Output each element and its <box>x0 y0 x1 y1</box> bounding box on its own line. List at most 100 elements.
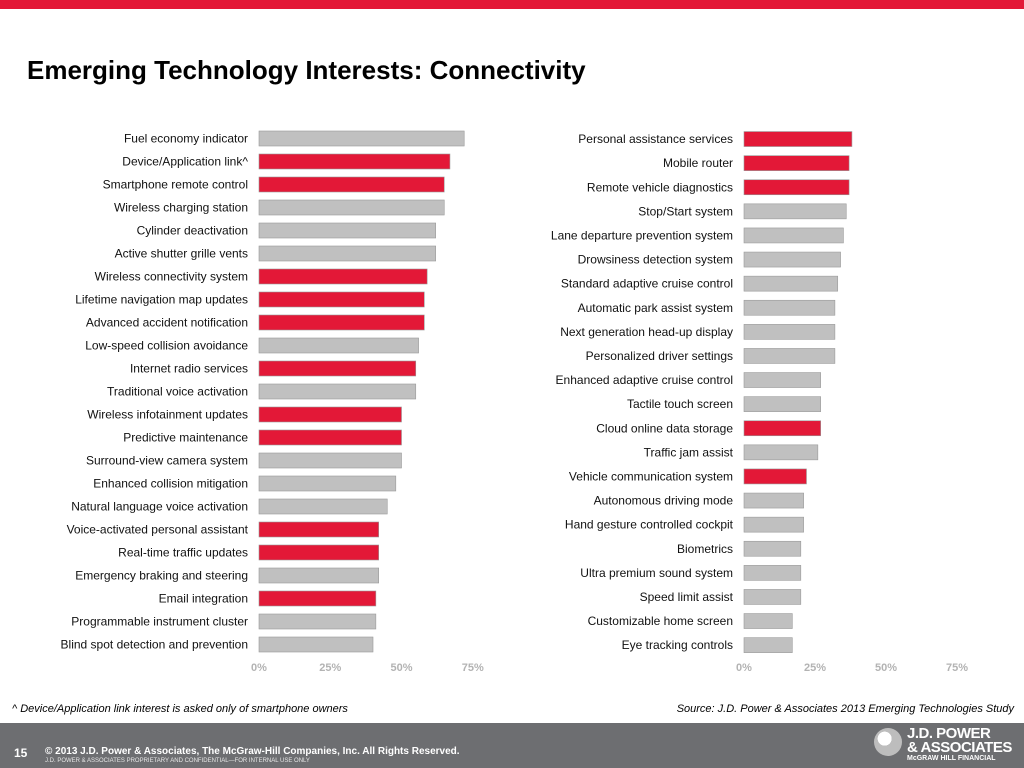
bar <box>258 452 402 469</box>
bar <box>743 589 802 605</box>
category-label: Customizable home screen <box>588 614 733 628</box>
category-label: Tactile touch screen <box>627 397 733 411</box>
category-label: Personal assistance services <box>578 132 733 146</box>
category-label: Traditional voice activation <box>107 385 248 399</box>
category-label: Email integration <box>159 592 248 606</box>
top-accent-bar <box>0 0 1024 9</box>
bar <box>258 636 374 653</box>
bar <box>743 637 793 653</box>
category-label: Standard adaptive cruise control <box>561 277 733 291</box>
bar <box>743 492 804 509</box>
logo-subtitle: McGRAW HILL FINANCIAL <box>907 755 996 762</box>
category-label: Speed limit assist <box>640 590 734 604</box>
bar <box>258 268 428 285</box>
bar <box>743 396 821 412</box>
category-label: Remote vehicle diagnostics <box>587 180 733 194</box>
bar <box>258 153 451 170</box>
category-label: Hand gesture controlled cockpit <box>565 518 734 532</box>
bar <box>743 372 821 388</box>
category-label: Enhanced adaptive cruise control <box>556 373 733 387</box>
bar <box>258 498 388 515</box>
category-label: Internet radio services <box>130 362 248 376</box>
bar <box>743 516 804 533</box>
bar <box>258 222 436 239</box>
category-label: Predictive maintenance <box>123 431 248 445</box>
category-label: Mobile router <box>663 156 733 170</box>
bar <box>743 275 839 292</box>
footnote: ^ Device/Application link interest is as… <box>12 703 348 715</box>
bar <box>258 590 377 607</box>
bar <box>258 199 445 216</box>
bar <box>258 245 436 262</box>
bar-chart-1: Fuel economy indicator Device/Application… <box>61 130 484 674</box>
category-label: Personalized driver settings <box>586 349 733 363</box>
bar <box>743 613 793 629</box>
bar <box>258 567 379 584</box>
category-label: Smartphone remote control <box>103 178 248 192</box>
page-number: 15 <box>14 746 28 760</box>
category-label: Cylinder deactivation <box>137 224 248 238</box>
bar <box>743 155 850 171</box>
category-label: Drowsiness detection system <box>578 253 733 267</box>
bar <box>258 544 379 561</box>
tick-label: 50% <box>390 662 412 674</box>
bar <box>258 429 402 446</box>
page-title: Emerging Technology Interests: Connectiv… <box>27 55 586 85</box>
tick-label: 25% <box>804 662 826 674</box>
tick-label: 75% <box>946 662 968 674</box>
category-label: Programmable instrument cluster <box>71 615 248 629</box>
category-label: Stop/Start system <box>638 204 733 218</box>
bar <box>258 521 379 538</box>
category-label: Lane departure prevention system <box>551 228 733 242</box>
bar <box>743 444 819 461</box>
bar <box>258 337 419 354</box>
category-label: Wireless charging station <box>114 201 248 215</box>
bar <box>743 179 850 196</box>
category-label: Fuel economy indicator <box>124 132 248 146</box>
bar <box>743 324 836 340</box>
category-label: Ultra premium sound system <box>580 566 733 580</box>
source-note: Source: J.D. Power & Associates 2013 Eme… <box>676 703 1014 715</box>
bar <box>743 251 841 268</box>
bar <box>258 475 397 492</box>
bar <box>743 565 802 581</box>
bar <box>258 360 417 377</box>
bar <box>743 348 836 364</box>
bar <box>258 291 425 308</box>
copyright-text: © 2013 J.D. Power & Associates, The McGr… <box>45 746 460 757</box>
bar <box>743 299 836 316</box>
bar <box>258 383 417 400</box>
category-label: Enhanced collision mitigation <box>93 477 248 491</box>
bar <box>743 540 802 557</box>
category-label: Emergency braking and steering <box>75 569 248 583</box>
tick-label: 0% <box>736 662 752 674</box>
bar <box>258 314 425 331</box>
category-label: Wireless infotainment updates <box>87 408 248 422</box>
tick-label: 75% <box>462 662 484 674</box>
category-label: Lifetime navigation map updates <box>75 293 248 307</box>
category-label: Low-speed collision avoidance <box>85 339 248 353</box>
tick-label: 25% <box>319 662 341 674</box>
category-label: Autonomous driving mode <box>594 494 734 508</box>
bar <box>743 203 847 220</box>
category-label: Traffic jam assist <box>644 445 734 459</box>
category-label: Surround-view camera system <box>86 454 248 468</box>
bar <box>258 613 377 630</box>
charts-canvas: Fuel economy indicator Device/Application… <box>61 130 968 674</box>
bar <box>743 227 844 244</box>
logo-wordmark: J.D. POWER & ASSOCIATES <box>907 726 1012 755</box>
category-label: Device/Application link^ <box>122 155 248 169</box>
category-label: Automatic park assist system <box>578 301 733 315</box>
bar <box>258 406 402 423</box>
bar <box>743 420 821 437</box>
category-label: Vehicle communication system <box>569 469 733 483</box>
category-label: Voice-activated personal assistant <box>67 523 249 537</box>
category-label: Real-time traffic updates <box>118 546 248 560</box>
category-label: Next generation head-up display <box>560 325 733 339</box>
category-label: Advanced accident notification <box>86 316 248 330</box>
footer-bar <box>0 723 1024 768</box>
tick-label: 0% <box>251 662 267 674</box>
logo-globe-icon <box>874 728 902 756</box>
category-label: Cloud online data storage <box>596 421 733 435</box>
category-label: Biometrics <box>677 542 733 556</box>
